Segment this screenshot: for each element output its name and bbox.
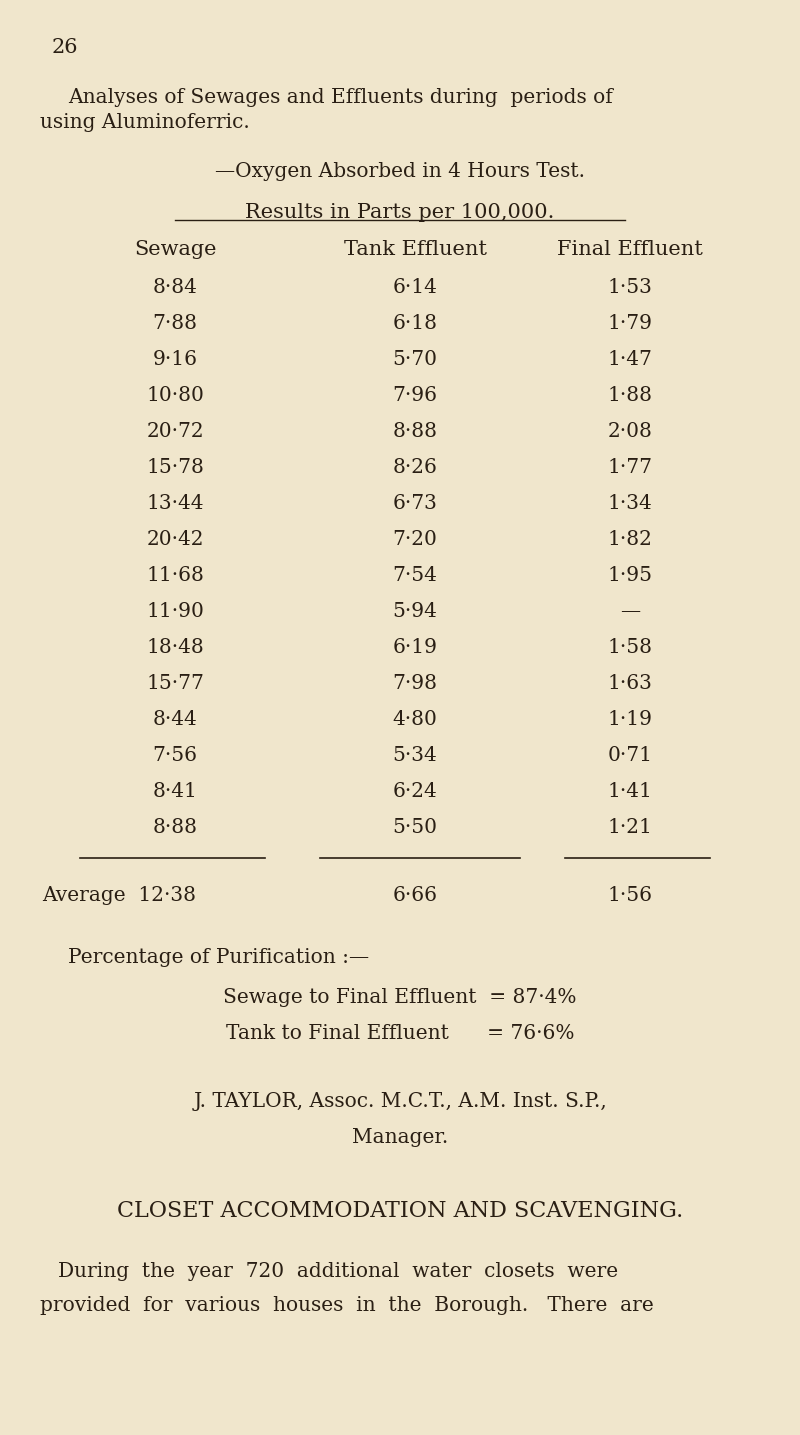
Text: Tank to Final Effluent      = 76·6%: Tank to Final Effluent = 76·6% (226, 1025, 574, 1043)
Text: Manager.: Manager. (352, 1128, 448, 1147)
Text: 7·96: 7·96 (393, 386, 438, 405)
Text: 1·34: 1·34 (608, 494, 652, 512)
Text: —Oxygen Absorbed in 4 Hours Test.: —Oxygen Absorbed in 4 Hours Test. (215, 162, 585, 181)
Text: 1·95: 1·95 (607, 565, 653, 585)
Text: provided  for  various  houses  in  the  Borough.   There  are: provided for various houses in the Borou… (40, 1296, 654, 1314)
Text: 1·47: 1·47 (607, 350, 653, 369)
Text: 5·34: 5·34 (393, 746, 438, 765)
Text: Final Effluent: Final Effluent (557, 240, 703, 258)
Text: 5·50: 5·50 (393, 818, 438, 837)
Text: 7·56: 7·56 (153, 746, 198, 765)
Text: J. TAYLOR, Assoc. M.C.T., A.M. Inst. S.P.,: J. TAYLOR, Assoc. M.C.T., A.M. Inst. S.P… (193, 1092, 607, 1111)
Text: CLOSET ACCOMMODATION AND SCAVENGING.: CLOSET ACCOMMODATION AND SCAVENGING. (117, 1200, 683, 1223)
Text: 10·80: 10·80 (146, 386, 204, 405)
Text: Percentage of Purification :—: Percentage of Purification :— (68, 949, 369, 967)
Text: Sewage: Sewage (134, 240, 216, 258)
Text: 20·72: 20·72 (146, 422, 204, 441)
Text: 1·88: 1·88 (607, 386, 653, 405)
Text: 8·88: 8·88 (393, 422, 438, 441)
Text: Tank Effluent: Tank Effluent (343, 240, 486, 258)
Text: 5·70: 5·70 (393, 350, 438, 369)
Text: 1·21: 1·21 (607, 818, 653, 837)
Text: 1·77: 1·77 (607, 458, 653, 476)
Text: 6·66: 6·66 (393, 885, 438, 905)
Text: Results in Parts per 100,000.: Results in Parts per 100,000. (246, 202, 554, 222)
Text: Average  12·38: Average 12·38 (42, 885, 196, 905)
Text: 6·14: 6·14 (393, 278, 438, 297)
Text: 8·41: 8·41 (153, 782, 198, 801)
Text: 13·44: 13·44 (146, 494, 204, 512)
Text: 7·98: 7·98 (393, 674, 438, 693)
Text: 6·18: 6·18 (393, 314, 438, 333)
Text: 15·77: 15·77 (146, 674, 204, 693)
Text: 1·63: 1·63 (607, 674, 653, 693)
Text: 26: 26 (52, 37, 78, 57)
Text: using Aluminoferric.: using Aluminoferric. (40, 113, 250, 132)
Text: 6·24: 6·24 (393, 782, 438, 801)
Text: 1·53: 1·53 (607, 278, 653, 297)
Text: 8·88: 8·88 (153, 818, 198, 837)
Text: 8·26: 8·26 (393, 458, 438, 476)
Text: 1·58: 1·58 (607, 639, 653, 657)
Text: 4·80: 4·80 (393, 710, 438, 729)
Text: 8·44: 8·44 (153, 710, 198, 729)
Text: 7·54: 7·54 (393, 565, 438, 585)
Text: 1·56: 1·56 (607, 885, 653, 905)
Text: —: — (620, 603, 640, 621)
Text: 5·94: 5·94 (393, 603, 438, 621)
Text: 6·19: 6·19 (393, 639, 438, 657)
Text: Sewage to Final Effluent  = 87·4%: Sewage to Final Effluent = 87·4% (223, 989, 577, 1007)
Text: 18·48: 18·48 (146, 639, 204, 657)
Text: 15·78: 15·78 (146, 458, 204, 476)
Text: 0·71: 0·71 (607, 746, 653, 765)
Text: 9·16: 9·16 (153, 350, 198, 369)
Text: 11·90: 11·90 (146, 603, 204, 621)
Text: During  the  year  720  additional  water  closets  were: During the year 720 additional water clo… (58, 1261, 618, 1281)
Text: 20·42: 20·42 (146, 530, 204, 550)
Text: 1·82: 1·82 (607, 530, 653, 550)
Text: 1·19: 1·19 (607, 710, 653, 729)
Text: Analyses of Sewages and Effluents during  periods of: Analyses of Sewages and Effluents during… (68, 88, 613, 108)
Text: 6·73: 6·73 (393, 494, 438, 512)
Text: 7·20: 7·20 (393, 530, 438, 550)
Text: 1·41: 1·41 (607, 782, 653, 801)
Text: 1·79: 1·79 (607, 314, 653, 333)
Text: 7·88: 7·88 (153, 314, 198, 333)
Text: 2·08: 2·08 (607, 422, 653, 441)
Text: 8·84: 8·84 (153, 278, 198, 297)
Text: 11·68: 11·68 (146, 565, 204, 585)
